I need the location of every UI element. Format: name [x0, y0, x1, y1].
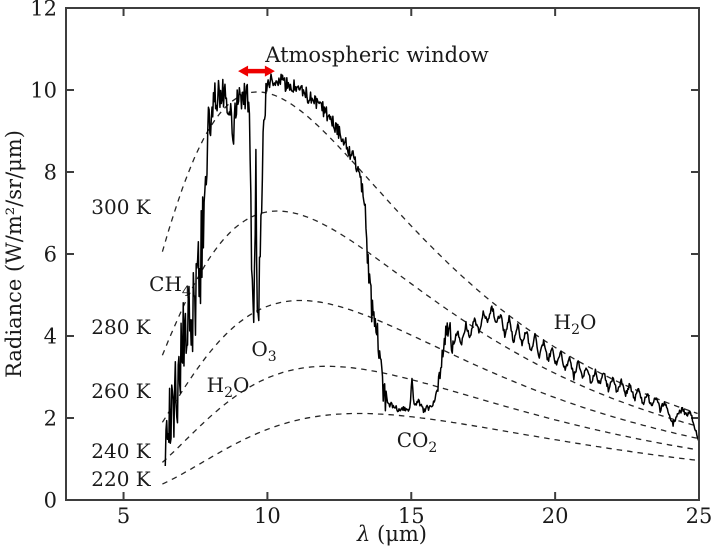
curves-layer [161, 73, 698, 485]
arrow-layer [238, 65, 275, 77]
y-axis-title: Radiance (W/m²/sr/μm) [2, 130, 26, 378]
label-h2o-right: H2O [554, 310, 597, 338]
label-ch4: CH4 [149, 272, 191, 300]
blackbody-curve-240k [161, 365, 698, 463]
measured-spectrum-curve [164, 73, 698, 467]
y-tick-label: 8 [44, 161, 57, 185]
label-280k: 280 K [91, 315, 152, 339]
x-axis-title: λ (μm) [356, 522, 427, 546]
label-h2o-left: H2O [207, 373, 250, 401]
label-o3: O3 [251, 337, 276, 365]
label-220k: 220 K [91, 467, 152, 491]
y-tick-label: 10 [30, 79, 57, 103]
x-axis-unit-text: (μm) [377, 522, 427, 546]
x-tick-label: 15 [398, 504, 425, 528]
blackbody-curve-280k [161, 210, 698, 427]
label-atmospheric-window: Atmospheric window [264, 43, 488, 67]
label-260k: 260 K [91, 379, 152, 403]
y-tick-label: 12 [30, 0, 57, 21]
y-tick-label: 2 [44, 407, 57, 431]
x-tick-label: 5 [117, 504, 130, 528]
y-tick-label: 4 [44, 325, 57, 349]
label-240k: 240 K [91, 439, 152, 463]
arrow-head-left-icon [238, 65, 249, 77]
y-tick-label: 0 [44, 489, 57, 513]
arrow-head-right-icon [264, 65, 275, 77]
x-axis-unit [370, 522, 377, 546]
label-300k: 300 K [91, 195, 152, 219]
blackbody-curve-260k [161, 299, 698, 439]
x-axis-symbol: λ [356, 522, 370, 546]
plot-area-border [65, 7, 700, 501]
blackbody-curve-220k [162, 412, 698, 485]
x-tick-label: 20 [542, 504, 569, 528]
axis-ticks: 5 10 15 20 25 0 2 4 6 8 10 12 [30, 0, 712, 528]
blackbody-curve-300k [161, 91, 698, 415]
label-co2: CO2 [397, 428, 438, 456]
x-tick-label: 25 [686, 504, 713, 528]
y-tick-label: 6 [44, 243, 57, 267]
x-tick-label: 10 [254, 504, 281, 528]
